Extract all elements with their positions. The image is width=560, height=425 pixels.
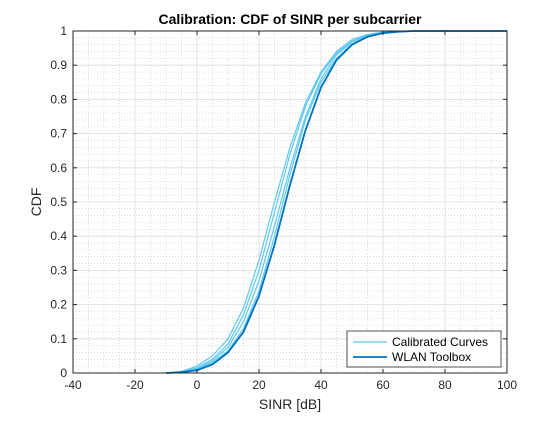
y-tick-label: 0 bbox=[60, 366, 67, 380]
y-tick-label: 0.6 bbox=[50, 161, 67, 175]
x-tick-label: -20 bbox=[126, 378, 144, 392]
legend-box bbox=[346, 330, 502, 368]
x-tick-label: 60 bbox=[376, 378, 390, 392]
y-axis: 0 0.1 0.2 0.3 0.4 0.5 0.6 0.7 0.8 0.9 1 bbox=[50, 24, 507, 380]
y-tick-label: 0.2 bbox=[50, 298, 67, 312]
legend-label: WLAN Toolbox bbox=[392, 350, 471, 364]
series-line-wlan-toolbox bbox=[165, 30, 507, 374]
y-axis-label: CDF bbox=[28, 188, 44, 217]
x-tick-label: 20 bbox=[252, 378, 266, 392]
x-axis-label: SINR [dB] bbox=[259, 396, 321, 412]
y-tick-label: 0.4 bbox=[50, 229, 67, 243]
chart-title: Calibration: CDF of SINR per subcarrier bbox=[159, 11, 422, 27]
y-tick-label: 0.5 bbox=[50, 195, 67, 209]
x-tick-label: 40 bbox=[314, 378, 328, 392]
y-tick-label: 0.7 bbox=[50, 127, 67, 141]
x-tick-label: 80 bbox=[438, 378, 452, 392]
y-tick-label: 0.1 bbox=[50, 332, 67, 346]
y-tick-label: 1 bbox=[60, 24, 67, 38]
y-tick-label: 0.9 bbox=[50, 58, 67, 72]
y-tick-label: 0.3 bbox=[50, 263, 67, 277]
x-tick-label: 100 bbox=[497, 378, 517, 392]
legend-label: Calibrated Curves bbox=[392, 335, 488, 349]
y-tick-label: 0.8 bbox=[50, 92, 67, 106]
x-axis: -40 -20 0 20 40 60 80 100 bbox=[64, 31, 517, 392]
x-tick-label: -40 bbox=[64, 378, 82, 392]
x-tick-label: 0 bbox=[194, 378, 201, 392]
